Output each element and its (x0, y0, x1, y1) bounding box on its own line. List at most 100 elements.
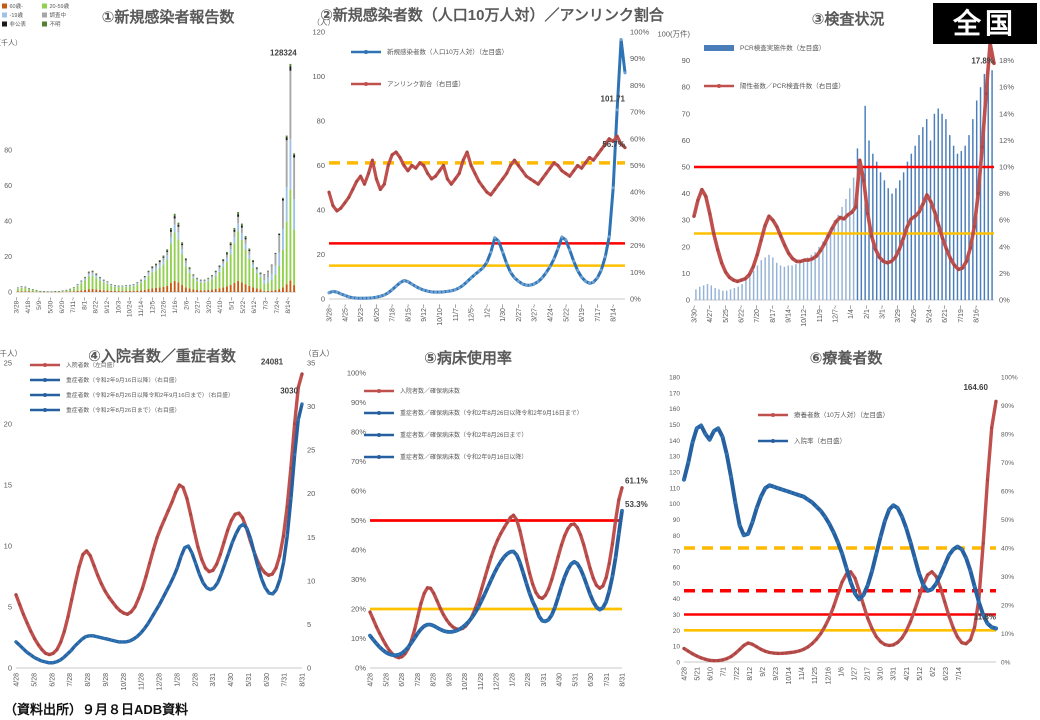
svg-text:90%: 90% (630, 54, 645, 63)
chart-4-title: ④入院者数／重症者数 (88, 348, 236, 365)
svg-text:20%: 20% (630, 241, 645, 250)
svg-text:4%: 4% (999, 242, 1010, 251)
svg-text:70: 70 (682, 109, 690, 118)
svg-text:3/29~: 3/29~ (895, 305, 902, 323)
svg-text:重症者数／確保病床数（令和2年8月26日まで）: 重症者数／確保病床数（令和2年8月26日まで） (400, 431, 527, 439)
svg-text:3/28~: 3/28~ (327, 304, 334, 322)
svg-text:8/15~: 8/15~ (405, 304, 412, 322)
svg-text:8/31: 8/31 (300, 673, 307, 687)
svg-text:3/28~: 3/28~ (14, 297, 21, 314)
svg-text:11/9~: 11/9~ (817, 305, 824, 322)
svg-text:100: 100 (669, 501, 680, 508)
svg-text:170: 170 (669, 390, 680, 397)
svg-text:7/31: 7/31 (604, 673, 611, 687)
svg-text:0: 0 (686, 296, 690, 305)
svg-text:7/14: 7/14 (956, 667, 963, 681)
svg-text:140: 140 (669, 438, 680, 445)
svg-text:0: 0 (676, 660, 680, 667)
svg-text:40: 40 (682, 189, 690, 198)
svg-text:5/23~: 5/23~ (358, 304, 365, 322)
svg-text:4/10~: 4/10~ (217, 297, 224, 314)
svg-text:6/19~: 6/19~ (579, 304, 586, 322)
svg-text:10%: 10% (1001, 631, 1014, 638)
svg-text:6/28: 6/28 (399, 673, 406, 687)
svg-text:4/30: 4/30 (228, 673, 235, 687)
svg-text:30: 30 (673, 612, 681, 619)
svg-text:8/17~: 8/17~ (770, 305, 777, 323)
svg-text:0%: 0% (630, 295, 641, 304)
svg-text:60%: 60% (351, 487, 366, 496)
svg-text:7/28: 7/28 (67, 673, 74, 687)
svg-text:50%: 50% (351, 516, 366, 525)
svg-text:10: 10 (307, 576, 315, 585)
svg-text:2/6~: 2/6~ (183, 297, 190, 310)
svg-text:11/25: 11/25 (812, 667, 819, 684)
svg-text:150: 150 (669, 422, 680, 429)
svg-text:3/27~: 3/27~ (532, 304, 539, 322)
svg-text:24081: 24081 (261, 358, 284, 367)
svg-text:5/1~: 5/1~ (229, 297, 236, 310)
svg-text:3/30~: 3/30~ (692, 305, 699, 323)
svg-text:40%: 40% (351, 546, 366, 555)
svg-text:30%: 30% (351, 575, 366, 584)
svg-text:5/30~: 5/30~ (47, 297, 54, 314)
svg-text:12/7~: 12/7~ (833, 305, 840, 323)
svg-text:4/28: 4/28 (14, 673, 21, 687)
svg-text:6/20~: 6/20~ (59, 297, 66, 314)
svg-text:12/16: 12/16 (825, 667, 832, 685)
svg-text:40%: 40% (630, 188, 645, 197)
svg-text:50%: 50% (1001, 517, 1014, 524)
svg-text:14%: 14% (999, 109, 1014, 118)
svg-text:1/4~: 1/4~ (848, 305, 855, 319)
patients-under-care-canvas: 0 10 20 30 40 50 60 70 80 90 100 110 120 130 140 150 160… (669, 375, 1018, 685)
svg-text:2/27~: 2/27~ (516, 304, 523, 322)
svg-text:10%: 10% (630, 268, 645, 277)
svg-text:53.3%: 53.3% (625, 500, 648, 509)
svg-text:11/14~: 11/14~ (138, 297, 145, 317)
svg-text:70%: 70% (1001, 460, 1014, 467)
svg-text:12%: 12% (999, 136, 1014, 145)
svg-text:重症者数（令和2年8月26日以降令和2年9月16日まで）（右: 重症者数（令和2年8月26日以降令和2年9月16日まで）（右目盛） (66, 391, 234, 399)
svg-text:10: 10 (4, 542, 12, 551)
svg-text:5/28: 5/28 (31, 673, 38, 687)
svg-text:10/12~: 10/12~ (801, 305, 808, 327)
region-badge: 全国 (933, 3, 1037, 44)
svg-text:8/28: 8/28 (431, 673, 438, 687)
svg-text:61.1%: 61.1% (625, 477, 648, 486)
svg-text:9/2: 9/2 (760, 667, 767, 677)
svg-text:80: 80 (682, 83, 690, 92)
svg-text:PCR検査実施件数（左目盛）: PCR検査実施件数（左目盛） (740, 43, 825, 52)
svg-text:5: 5 (8, 603, 12, 612)
svg-text:重症者数（令和2年8月26日まで）（右目盛）: 重症者数（令和2年8月26日まで）（右目盛） (66, 406, 180, 414)
svg-text:30: 30 (307, 402, 315, 411)
svg-text:8/14~: 8/14~ (611, 304, 618, 322)
svg-text:9/28: 9/28 (103, 673, 110, 687)
svg-text:7/20~: 7/20~ (754, 305, 761, 323)
svg-text:2/28: 2/28 (192, 673, 199, 687)
svg-text:20%: 20% (351, 605, 366, 614)
svg-text:100%: 100% (1001, 375, 1018, 382)
svg-text:60: 60 (4, 183, 12, 190)
svg-text:3/20~: 3/20~ (206, 297, 213, 314)
svg-text:164.60: 164.60 (963, 383, 988, 392)
svg-text:60%: 60% (1001, 489, 1014, 496)
svg-text:7/24~: 7/24~ (274, 297, 281, 314)
svg-text:18%: 18% (999, 56, 1014, 65)
svg-text:3/31: 3/31 (891, 667, 898, 681)
svg-text:不明: 不明 (50, 21, 62, 28)
new-cases-per-100k-unlink-ratio-canvas: 0 20 40 60 80 100 120 0% 10% 20% 30% 40% 50% 60% 70% 80… (312, 18, 649, 326)
chart-2-title: ②新規感染者数（人口10万人対）／アンリンク割合 (320, 7, 664, 24)
svg-text:4/24~: 4/24~ (548, 304, 555, 322)
svg-text:11/4: 11/4 (799, 667, 806, 680)
svg-text:10/24~: 10/24~ (127, 297, 134, 317)
svg-text:6/21~: 6/21~ (942, 305, 949, 323)
svg-text:5/31: 5/31 (246, 673, 253, 687)
svg-text:5/22~: 5/22~ (240, 297, 247, 314)
svg-text:6/30: 6/30 (588, 673, 595, 687)
svg-text:陽性者数／PCR検査件数（右目盛）: 陽性者数／PCR検査件数（右目盛） (740, 81, 845, 90)
svg-text:8/22~: 8/22~ (93, 297, 100, 314)
svg-text:25: 25 (307, 446, 315, 455)
svg-text:新規感染者数（人口10万人対）（左目盛）: 新規感染者数（人口10万人対）（左目盛） (387, 47, 508, 56)
svg-text:9/28: 9/28 (446, 673, 453, 687)
